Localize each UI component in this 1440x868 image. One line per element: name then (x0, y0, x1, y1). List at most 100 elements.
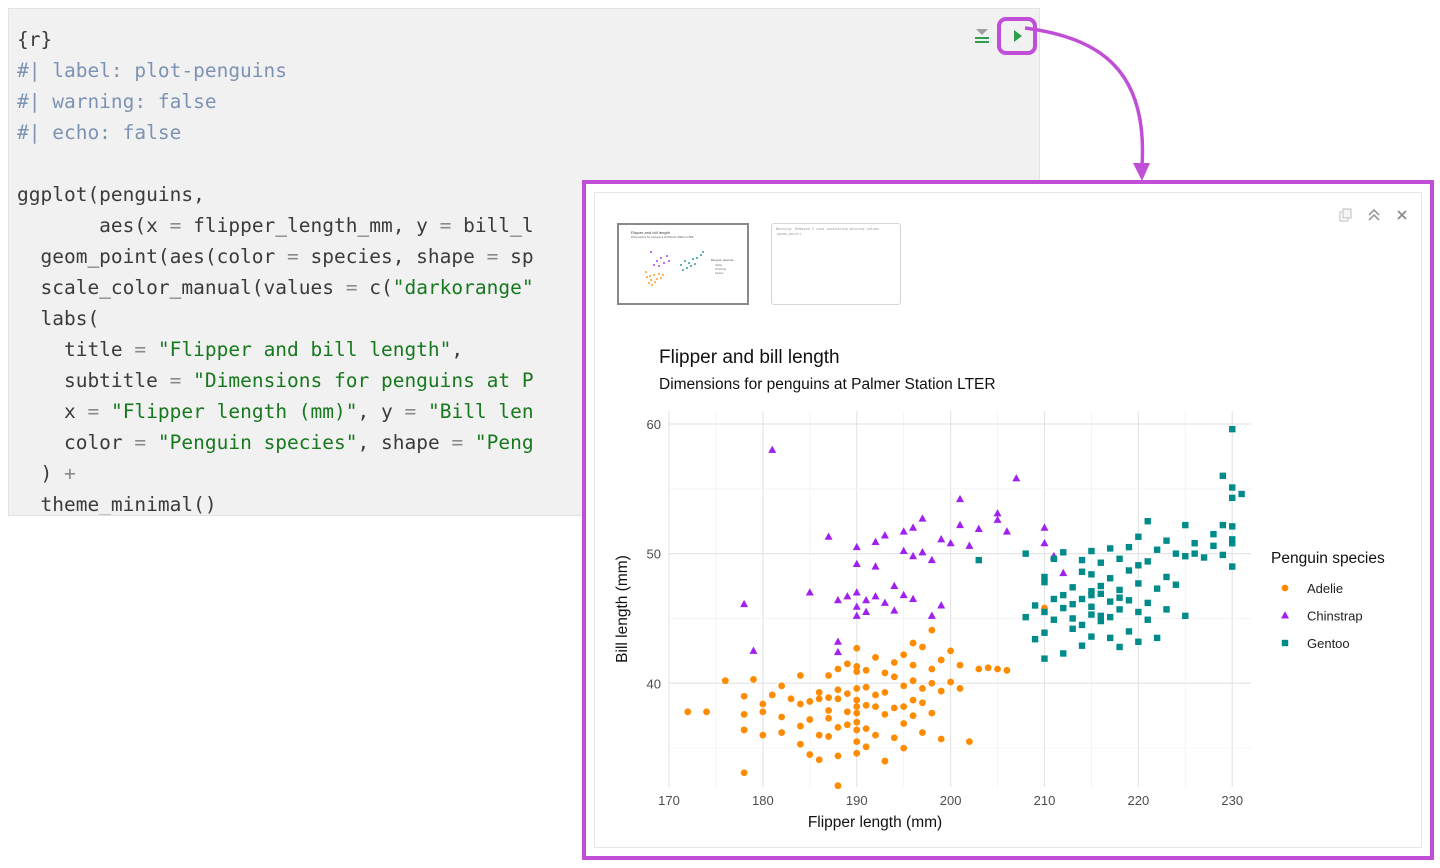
copy-icon[interactable] (1337, 207, 1353, 223)
adelie-point (834, 665, 842, 673)
gentoo-point (1191, 550, 1198, 557)
chinstrap-point (871, 537, 880, 545)
gentoo-point (1022, 613, 1029, 621)
adelie-point (919, 643, 926, 651)
x-tick-label: 230 (1221, 793, 1243, 808)
adelie-point (797, 722, 804, 730)
code-token: {r} (17, 28, 53, 51)
gentoo-point (1219, 521, 1227, 529)
warning-thumbnail[interactable]: Warning: Removed 2 rows containing missi… (771, 223, 901, 305)
gentoo-point (1163, 606, 1170, 613)
chinstrap-point (852, 588, 861, 596)
gentoo-point (1116, 643, 1123, 651)
gentoo-point (1088, 611, 1095, 618)
code-token: scale_color_manual(values (17, 276, 346, 299)
code-line: ) + (17, 458, 534, 489)
gentoo-point (1088, 633, 1095, 640)
gentoo-point (1238, 490, 1245, 498)
gentoo-point (1135, 638, 1142, 645)
chinstrap-point (899, 546, 908, 555)
gentoo-point (1116, 606, 1123, 613)
code-token (181, 369, 193, 392)
code-token: labs( (17, 307, 100, 330)
plot-thumbnail[interactable]: Flipper and bill length Dimensions for p… (617, 223, 749, 305)
adelie-point (862, 666, 870, 674)
adelie-point (890, 734, 898, 742)
chinstrap-point (937, 535, 946, 543)
legend-label: Chinstrap (1307, 609, 1363, 624)
adelie-point (984, 664, 992, 672)
code-line: scale_color_manual(values = c("darkorang… (17, 272, 534, 303)
legend-label: Adelie (1307, 581, 1343, 596)
gentoo-point (1144, 616, 1151, 623)
output-frame: Flipper and bill length Dimensions for p… (594, 192, 1422, 848)
gentoo-point (1041, 608, 1048, 616)
code-token: = (439, 214, 452, 237)
svg-text:Gentoo: Gentoo (715, 272, 724, 275)
expand-icon[interactable] (1366, 207, 1382, 223)
gentoo-point (1041, 655, 1048, 662)
adelie-point (881, 669, 889, 677)
code-token: geom_point(aes(color (17, 245, 288, 268)
adelie-point (759, 700, 767, 708)
adelie-point (843, 690, 851, 698)
gentoo-point (1144, 518, 1151, 525)
plot-legend: Penguin species Adelie Chinstrap Gentoo (1271, 550, 1385, 651)
chinstrap-point (1040, 538, 1049, 547)
chinstrap-point (740, 599, 749, 608)
code-token: , shape (357, 431, 452, 454)
chinstrap-point (918, 548, 927, 556)
gentoo-point (1088, 571, 1095, 578)
chinstrap-point (852, 611, 861, 619)
adelie-point (862, 725, 870, 733)
plot-gridlines (668, 411, 1251, 787)
adelie-point (900, 744, 908, 752)
gentoo-point (1182, 521, 1189, 529)
gentoo-point (1144, 558, 1151, 565)
adelie-point (881, 688, 889, 696)
gentoo-point (1106, 634, 1114, 642)
code-token: title (17, 338, 135, 361)
adelie-point (881, 757, 889, 765)
code-token: ggplot(penguins, (17, 183, 205, 206)
adelie-point (890, 673, 898, 681)
chinstrap-point (956, 494, 964, 503)
x-tick-label: 200 (940, 793, 962, 808)
close-icon[interactable] (1394, 207, 1410, 223)
legend-label: Gentoo (1307, 636, 1350, 651)
adelie-point (740, 692, 748, 700)
code-token: = (486, 245, 499, 268)
chinstrap-point (909, 594, 918, 602)
gentoo-point (1041, 578, 1048, 586)
adelie-point (937, 656, 945, 664)
code-line: geom_point(aes(color = species, shape = … (17, 241, 534, 272)
gentoo-point (1097, 590, 1105, 598)
adelie-point (740, 710, 748, 718)
adelie-point (759, 731, 767, 739)
gentoo-point (1031, 602, 1039, 609)
adelie-point (928, 679, 936, 687)
code-token (146, 338, 158, 361)
adelie-point (975, 665, 983, 673)
code-token: = (345, 276, 358, 299)
collapse-icon[interactable] (974, 28, 990, 46)
adelie-point (815, 756, 823, 764)
gentoo-point (1153, 634, 1161, 642)
y-axis-label: Bill length (mm) (614, 555, 631, 663)
chinstrap-point (749, 646, 758, 654)
adelie-point (834, 695, 842, 703)
adelie-point (947, 647, 955, 655)
run-chunk-button[interactable] (997, 17, 1037, 55)
chinstrap-point (880, 598, 889, 606)
adelie-point (919, 685, 926, 692)
code-editor[interactable]: {r} #| label: plot-penguins #| warning: fa… (17, 24, 534, 515)
gentoo-point (1219, 472, 1227, 480)
code-line: subtitle = "Dimensions for penguins at P (17, 365, 534, 396)
adelie-point (825, 733, 832, 740)
adelie-point (853, 738, 861, 746)
adelie-point (853, 685, 861, 692)
gentoo-point (1229, 540, 1236, 547)
gentoo-point (1200, 554, 1208, 561)
y-tick-label: 50 (647, 547, 661, 562)
gentoo-point (1210, 530, 1217, 538)
